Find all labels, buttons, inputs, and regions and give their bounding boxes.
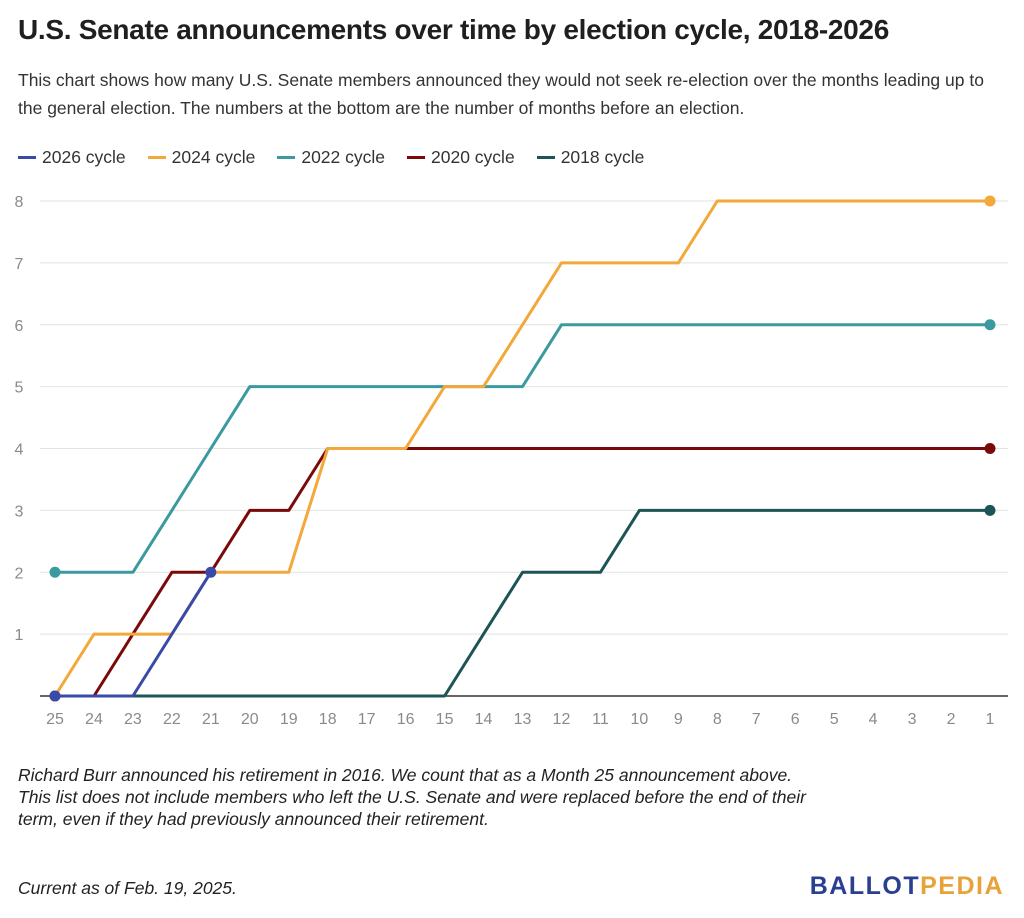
y-tick-label: 3 — [15, 503, 24, 520]
legend-swatch — [147, 155, 166, 159]
series-end-point — [984, 504, 996, 516]
x-tick-label: 24 — [85, 711, 103, 728]
chart-legend: 2026 cycle 2024 cycle 2022 cycle 2020 cycle… — [18, 145, 666, 169]
updated-date: Current as of Feb. 19, 2025. — [18, 878, 237, 898]
x-tick-label: 15 — [436, 711, 454, 728]
y-tick-label: 1 — [15, 627, 24, 644]
series-end-point — [205, 566, 217, 578]
series-end-point — [984, 443, 996, 454]
x-tick-label: 7 — [752, 711, 761, 728]
x-tick-label: 8 — [713, 711, 722, 728]
y-tick-label: 7 — [15, 256, 24, 273]
x-tick-label: 2 — [947, 711, 956, 728]
x-tick-label: 22 — [163, 711, 181, 728]
x-tick-label: 3 — [908, 711, 917, 728]
x-tick-label: 21 — [202, 711, 220, 728]
x-tick-label: 25 — [46, 711, 64, 728]
x-tick-label: 23 — [124, 711, 142, 728]
y-tick-label: 4 — [15, 442, 24, 459]
series-end-point — [984, 195, 996, 207]
legend-item[interactable]: 2024 cycle — [147, 146, 256, 168]
series-end-point — [49, 566, 61, 578]
x-tick-label: 18 — [319, 711, 337, 728]
x-tick-label: 11 — [592, 711, 609, 728]
legend-label: 2020 cycle — [431, 146, 515, 167]
series-line — [53, 508, 992, 698]
legend-label: 2018 cycle — [560, 146, 645, 167]
ballotpedia-logo[interactable]: BALLOTPEDIA — [810, 872, 1004, 901]
legend-label: 2022 cycle — [301, 146, 386, 167]
legend-swatch — [536, 155, 555, 159]
x-tick-label: 13 — [514, 711, 532, 728]
y-tick-label: 8 — [15, 194, 24, 211]
y-tick-label: 5 — [15, 380, 24, 397]
legend-label: 2026 cycle — [42, 146, 126, 167]
x-tick-label: 10 — [630, 711, 648, 728]
note-exclusions: This list does not include members who l… — [18, 787, 806, 829]
x-tick-label: 20 — [241, 711, 259, 728]
legend-label: 2024 cycle — [171, 146, 256, 167]
legend-item[interactable]: 2026 cycle — [18, 147, 126, 168]
logo-part-ballot: BALLOT — [809, 872, 921, 900]
x-tick-label: 17 — [358, 711, 376, 728]
x-tick-label: 12 — [553, 711, 571, 728]
chart-title: U.S. Senate announcements over time by e… — [18, 14, 889, 45]
x-tick-label: 1 — [986, 711, 995, 728]
legend-item[interactable]: 2022 cycle — [277, 147, 385, 168]
y-tick-label: 2 — [15, 565, 24, 582]
series-line — [53, 323, 992, 574]
x-tick-label: 6 — [791, 711, 800, 728]
legend-item[interactable]: 2018 cycle — [536, 146, 645, 168]
x-tick-label: 19 — [280, 711, 298, 728]
x-tick-label: 14 — [475, 711, 493, 728]
note-burr: Richard Burr announced his retirement in… — [18, 765, 793, 785]
x-tick-label: 9 — [674, 711, 683, 728]
chart-subtitle: This chart shows how many U.S. Senate me… — [18, 70, 984, 118]
chart-notes: Richard Burr announced his retirement in… — [18, 764, 818, 830]
legend-swatch — [407, 155, 426, 159]
legend-swatch — [277, 155, 296, 159]
series-end-point — [984, 319, 996, 331]
x-tick-label: 16 — [397, 711, 415, 728]
series-line — [53, 570, 213, 698]
logo-part-pedia: PEDIA — [920, 872, 1004, 900]
x-tick-label: 5 — [830, 711, 839, 728]
x-tick-label: 4 — [869, 711, 878, 728]
y-tick-label: 6 — [15, 318, 24, 335]
series-end-point — [49, 690, 61, 702]
legend-swatch — [18, 155, 36, 159]
legend-item[interactable]: 2020 cycle — [407, 147, 515, 168]
